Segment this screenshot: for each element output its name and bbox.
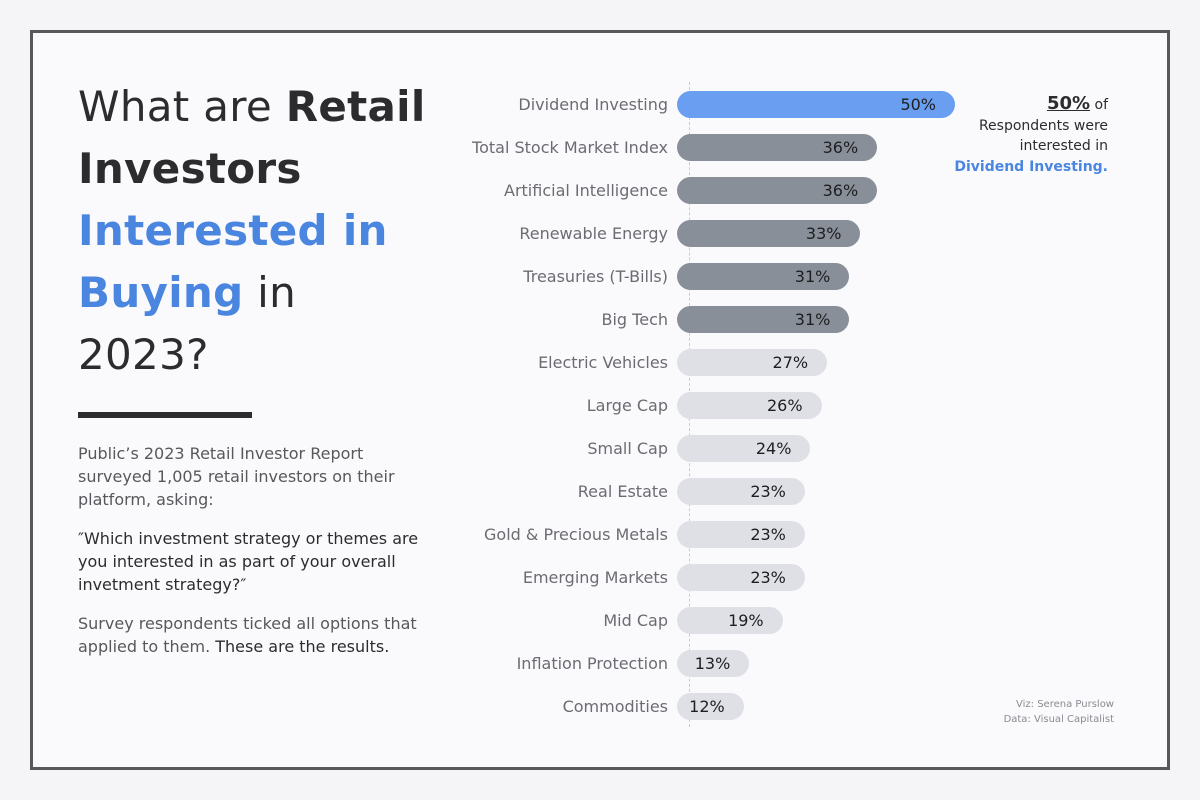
bar-value-label: 36% <box>822 138 859 157</box>
bar-value-label: 23% <box>750 568 786 587</box>
closing-part-2: These are the results. <box>215 637 390 656</box>
bar <box>677 435 811 462</box>
closing-text: Survey respondents ticked all options th… <box>78 612 428 658</box>
title-part-4: in 2023? <box>78 268 296 379</box>
bar-value-label: 23% <box>750 525 786 544</box>
credit-viz: Viz: Serena Purslow <box>1016 699 1114 710</box>
title-part-2: Retail Investors <box>78 82 426 193</box>
bar-label: Treasuries (T-Bills) <box>523 267 668 286</box>
bar-label: Large Cap <box>586 396 668 415</box>
title-divider <box>78 412 252 418</box>
bar-value-label: 33% <box>805 224 842 243</box>
bar-label: Inflation Protection <box>516 654 668 673</box>
bar-value-label: 50% <box>900 95 936 114</box>
bar-label: Mid Cap <box>603 611 668 630</box>
bar-label: Small Cap <box>587 439 668 458</box>
bar-label: Big Tech <box>601 310 669 329</box>
bar <box>677 91 955 118</box>
bar-value-label: 19% <box>728 611 764 630</box>
bar-value-label: 31% <box>794 310 831 329</box>
bar <box>677 607 783 634</box>
bar <box>677 392 822 419</box>
closing-part-1: Survey respondents ticked all options th… <box>78 614 417 656</box>
bar <box>677 478 805 505</box>
bar <box>677 564 805 591</box>
left-panel: What are Retail Investors Interested in … <box>78 76 428 658</box>
bar-label: Real Estate <box>577 482 668 501</box>
annotation: 50% of Respondents were interested in Di… <box>948 93 1108 177</box>
chart-frame <box>30 30 1170 770</box>
annotation-of: of <box>1090 97 1108 113</box>
bar-value-label: 24% <box>755 439 792 458</box>
bar <box>677 306 850 333</box>
annotation-text: Respondents were interested in <box>978 117 1108 155</box>
bar-value-label: 13% <box>694 654 731 673</box>
title-part-3: Interested in Buying <box>78 206 388 317</box>
bar-value-label: 36% <box>822 181 859 200</box>
bar-label: Electric Vehicles <box>538 353 668 372</box>
annotation-highlight: Dividend Investing. <box>954 158 1108 175</box>
page-title: What are Retail Investors Interested in … <box>78 76 428 386</box>
bar-value-label: 31% <box>794 267 831 286</box>
bar-label: Emerging Markets <box>522 568 668 587</box>
bar <box>677 177 878 204</box>
bar-value-label: 27% <box>772 353 809 372</box>
bar <box>677 521 805 548</box>
bar-label: Total Stock Market Index <box>472 138 668 157</box>
bar-label: Dividend Investing <box>518 95 668 114</box>
bar <box>677 220 861 247</box>
bar-label: Artificial Intelligence <box>504 181 668 200</box>
bar-label: Gold & Precious Metals <box>484 525 668 544</box>
survey-question: ″Which investment strategy or themes are… <box>78 529 419 594</box>
title-part-1: What are <box>78 82 286 131</box>
bar-value-label: 26% <box>766 396 803 415</box>
bar <box>677 134 878 161</box>
bar <box>677 263 850 290</box>
bar-label: Commodities <box>562 697 668 716</box>
credit-data: Data: Visual Capitalist <box>1003 714 1114 725</box>
credits: Viz: Serena Purslow Data: Visual Capital… <box>1004 697 1114 727</box>
description: Public’s 2023 Retail Investor Report sur… <box>78 444 395 509</box>
bar <box>677 349 828 376</box>
bar-value-label: 23% <box>750 482 786 501</box>
annotation-pct: 50% <box>1046 93 1091 114</box>
bar-value-label: 12% <box>689 697 725 716</box>
bar <box>677 693 744 720</box>
bar <box>677 650 750 677</box>
bar-label: Renewable Energy <box>519 224 668 243</box>
